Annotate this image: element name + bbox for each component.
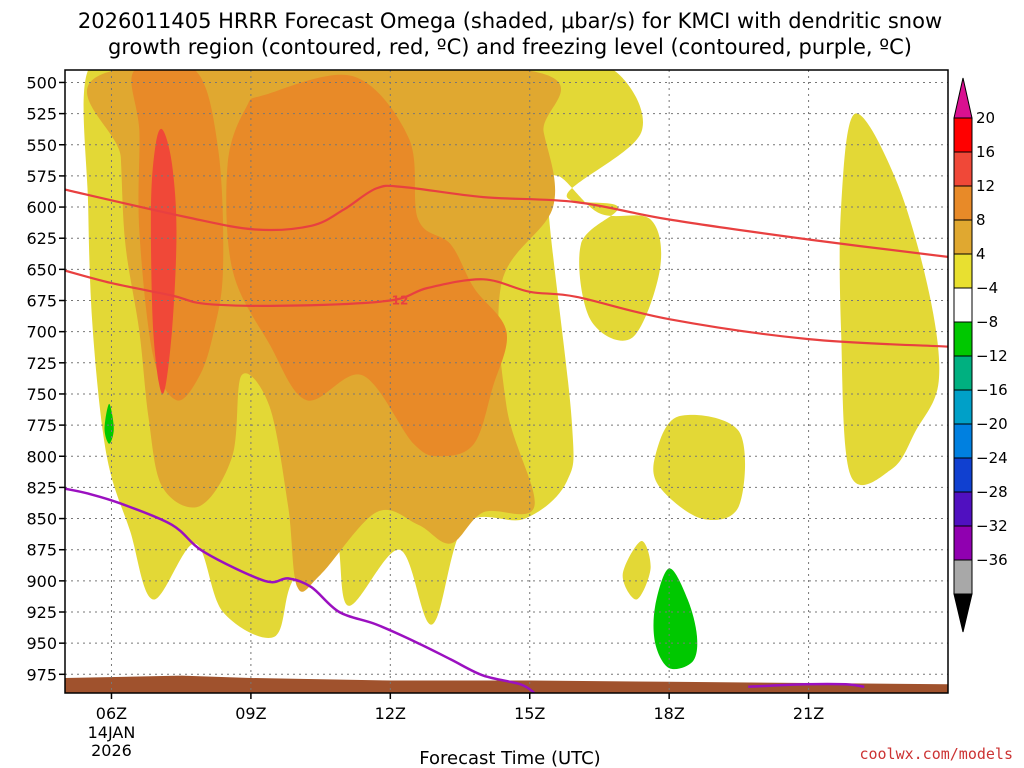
x-tick-label-15Z: 15Z [514, 704, 545, 723]
y-tick-label-500: 500 [26, 73, 57, 92]
colorbar-label-13: −36 [976, 551, 1008, 569]
y-axis: 500 525 550 575 600 625 650 675 700 725 750 775 800 8… [26, 73, 65, 684]
x-tick-sublabel-14JAN: 14JAN [88, 723, 136, 742]
colorbar-label-3: 8 [976, 211, 986, 229]
plot-area: −12 [64, 69, 949, 694]
omega-16-20 [150, 128, 177, 394]
y-tick-label-950: 950 [26, 634, 57, 653]
y-tick-label-575: 575 [26, 167, 57, 186]
y-tick-label-650: 650 [26, 260, 57, 279]
y-tick-label-800: 800 [26, 447, 57, 466]
colorbar-box-0 [953, 117, 973, 153]
y-tick-label-725: 725 [26, 354, 57, 373]
colorbar-label-4: 4 [976, 245, 986, 263]
y-tick-label-625: 625 [26, 229, 57, 248]
y-tick-label-975: 975 [26, 665, 57, 684]
y-tick-label-875: 875 [26, 541, 57, 560]
dgz-contour-lower [65, 269, 948, 348]
colorbar-box-6 [953, 321, 973, 357]
colorbar-label-2: 12 [976, 177, 995, 195]
y-tick-label-925: 925 [26, 603, 57, 622]
colorbar-label-11: −28 [976, 483, 1008, 501]
colorbar-label-0: 20 [976, 109, 995, 127]
colorbar-box-4 [953, 253, 973, 289]
plot-content: −12 [65, 70, 948, 693]
y-tick-label-775: 775 [26, 416, 57, 435]
y-tick-label-900: 900 [26, 572, 57, 591]
y-tick-label-675: 675 [26, 292, 57, 311]
y-tick-label-825: 825 [26, 478, 57, 497]
x-tick-label-18Z: 18Z [653, 704, 684, 723]
colorbar-bottom-arrow [953, 593, 973, 633]
x-tick-label-12Z: 12Z [375, 704, 406, 723]
colorbar-box-1 [953, 151, 973, 187]
y-tick-label-700: 700 [26, 323, 57, 342]
colorbar-label-8: −16 [976, 381, 1008, 399]
omega-4-8-small-a [622, 540, 651, 600]
colorbar-label-1: 16 [976, 143, 995, 161]
y-tick-label-525: 525 [26, 105, 57, 124]
x-tick-label-21Z: 21Z [793, 704, 824, 723]
dgz-contour-upper [65, 184, 948, 258]
x-tick-label-06Z: 06Z [96, 704, 127, 723]
colorbar-box-10 [953, 457, 973, 493]
credit-text: coolwx.com/models [859, 745, 1013, 763]
omega-4-8-small-b [653, 414, 746, 521]
omega-4-8-east [839, 113, 940, 486]
y-tick-label-850: 850 [26, 510, 57, 529]
y-tick-label-550: 550 [26, 136, 57, 155]
y-tick-label-750: 750 [26, 385, 57, 404]
omega-neg-18z [653, 568, 698, 670]
colorbar-box-12 [953, 525, 973, 561]
freezing-level-main [65, 487, 536, 693]
omega-12-16-b [226, 74, 508, 457]
colorbar-label-9: −20 [976, 415, 1008, 433]
dgz-contour-lower-label: −12 [382, 294, 409, 308]
colorbar-box-7 [953, 355, 973, 391]
colorbar-box-5 [953, 287, 973, 323]
colorbar: 20 16 12 8 4 −4 −8 −12 −16 −20 −24 −28 −32 −36 [953, 77, 1008, 633]
x-tick-label-09Z: 09Z [235, 704, 266, 723]
colorbar-box-3 [953, 219, 973, 255]
terrain-fill [65, 675, 948, 693]
chart-title-line1: 2026011405 HRRR Forecast Omega (shaded, … [78, 9, 942, 33]
colorbar-box-11 [953, 491, 973, 527]
colorbar-label-5: −4 [976, 279, 998, 297]
colorbar-box-8 [953, 389, 973, 425]
x-tick-sublabel-2026: 2026 [91, 741, 132, 760]
colorbar-top-arrow [953, 77, 973, 119]
colorbar-box-13 [953, 559, 973, 595]
plot-frame [64, 69, 949, 694]
colorbar-label-12: −32 [976, 517, 1008, 535]
chart-title-line2: growth region (contoured, red, ºC) and f… [108, 35, 912, 59]
colorbar-label-6: −8 [976, 313, 998, 331]
freezing-level-east [748, 682, 865, 689]
y-tick-label-600: 600 [26, 198, 57, 217]
x-axis-label: Forecast Time (UTC) [419, 748, 600, 768]
colorbar-label-7: −12 [976, 347, 1008, 365]
colorbar-box-2 [953, 185, 973, 221]
colorbar-box-9 [953, 423, 973, 459]
colorbar-label-10: −24 [976, 449, 1008, 467]
